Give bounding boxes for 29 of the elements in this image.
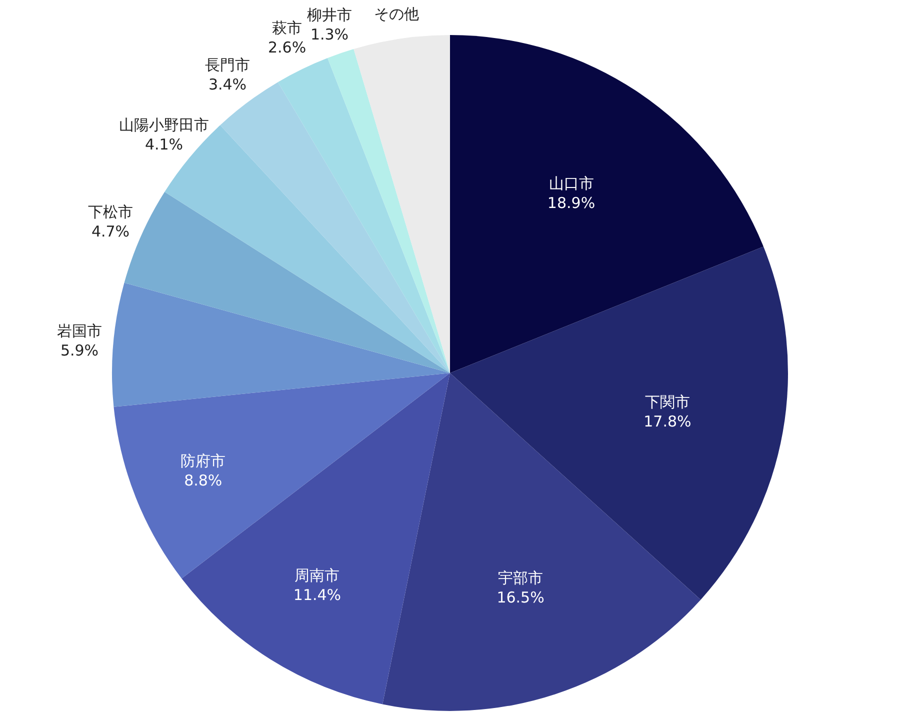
pie-slice <box>112 282 450 407</box>
data-label: 2.6% <box>268 38 306 56</box>
pie-slice <box>328 49 450 373</box>
slice-label: 山陽小野田市 <box>119 116 209 134</box>
pie-slice <box>450 35 764 373</box>
slice-label: 長門市 <box>205 56 250 74</box>
slice-label: 柳井市 <box>307 6 352 24</box>
slice-label: 岩国市 <box>57 322 102 340</box>
data-label: 16.5% <box>496 588 544 606</box>
pie-slice <box>382 373 701 710</box>
slice-label: 下関市 <box>644 392 690 411</box>
data-label: 3.4% <box>208 76 247 94</box>
data-label: 8.8% <box>184 471 222 490</box>
data-label: 4.1% <box>144 136 184 154</box>
pie-slice <box>182 373 450 704</box>
pie-slice <box>354 35 450 373</box>
slice-label: 下松市 <box>88 203 133 221</box>
data-label: 1.3% <box>310 26 349 44</box>
data-label: 5.9% <box>60 342 99 360</box>
data-label: 18.9% <box>547 194 596 212</box>
slice-label: 萩市 <box>272 19 302 37</box>
slice-label: その他 <box>374 5 419 23</box>
slice-label: 防府市 <box>180 452 226 470</box>
data-label: 4.7% <box>91 222 130 240</box>
slice-label: 宇部市 <box>498 568 544 587</box>
slice-label: 山口市 <box>548 174 594 193</box>
slice-label: 周南市 <box>294 566 340 584</box>
data-label: 17.8% <box>644 412 692 430</box>
data-label: 11.4% <box>293 586 342 604</box>
